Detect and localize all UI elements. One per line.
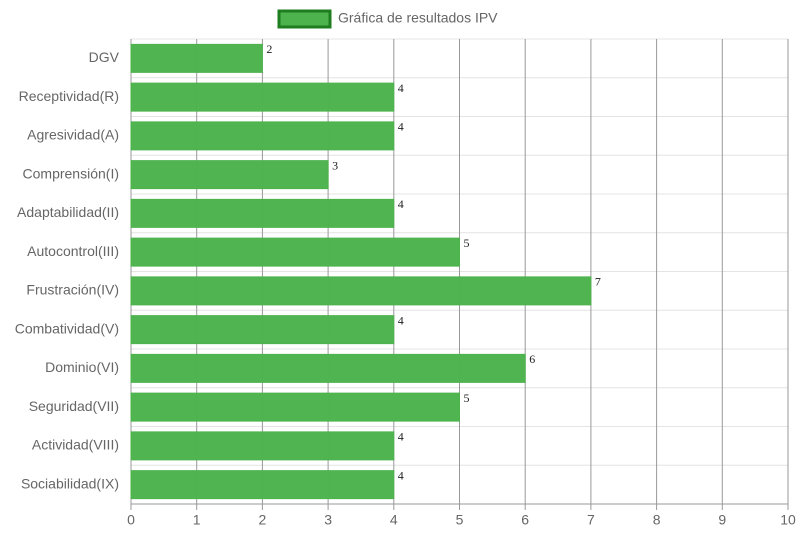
value-label: 3 [332,158,338,172]
y-tick-label: Receptividad(R) [19,88,119,104]
y-tick-label: Actividad(VIII) [32,437,119,453]
y-tick-label: Seguridad(VII) [29,398,119,414]
y-tick-label: Frustración(IV) [26,282,119,298]
bar [130,121,395,151]
y-tick-label: Dominio(VI) [45,359,119,375]
bar [130,315,395,345]
bar [130,237,460,267]
bar [130,43,263,73]
x-tick-label: 6 [521,512,529,528]
x-tick-label: 9 [718,512,726,528]
x-tick-label: 10 [780,512,796,528]
bar [130,431,395,461]
x-tick-label: 1 [193,512,201,528]
value-label: 4 [398,468,404,482]
bar [130,198,395,228]
value-label: 5 [464,236,470,250]
x-tick-label: 3 [324,512,332,528]
value-label: 4 [398,81,404,95]
bar [130,276,592,306]
value-label: 6 [529,352,535,366]
y-tick-label: Sociabilidad(IX) [21,475,119,491]
bar [130,160,329,190]
x-tick-label: 2 [259,512,267,528]
y-tick-label: Agresividad(A) [27,127,119,143]
bar [130,353,526,383]
x-tick-label: 7 [587,512,595,528]
y-tick-label: DGV [89,49,120,65]
y-tick-label: Combatividad(V) [15,320,119,336]
bar [130,82,395,112]
x-tick-label: 8 [653,512,661,528]
value-label: 5 [464,391,470,405]
legend-label[interactable]: Gráfica de resultados IPV [338,10,498,26]
bar [130,470,395,500]
x-tick-label: 4 [390,512,398,528]
value-label: 4 [398,313,404,327]
value-label: 4 [398,197,404,211]
value-label: 4 [398,430,404,444]
y-tick-label: Comprensión(I) [23,165,119,181]
x-tick-label: 5 [456,512,464,528]
value-label: 7 [595,275,601,289]
y-tick-label: Adaptabilidad(II) [17,204,119,220]
value-label: 2 [266,42,272,56]
value-label: 4 [398,120,404,134]
legend-swatch[interactable] [277,9,332,29]
y-tick-label: Autocontrol(III) [27,243,119,259]
x-tick-label: 0 [127,512,135,528]
bar [130,392,460,422]
